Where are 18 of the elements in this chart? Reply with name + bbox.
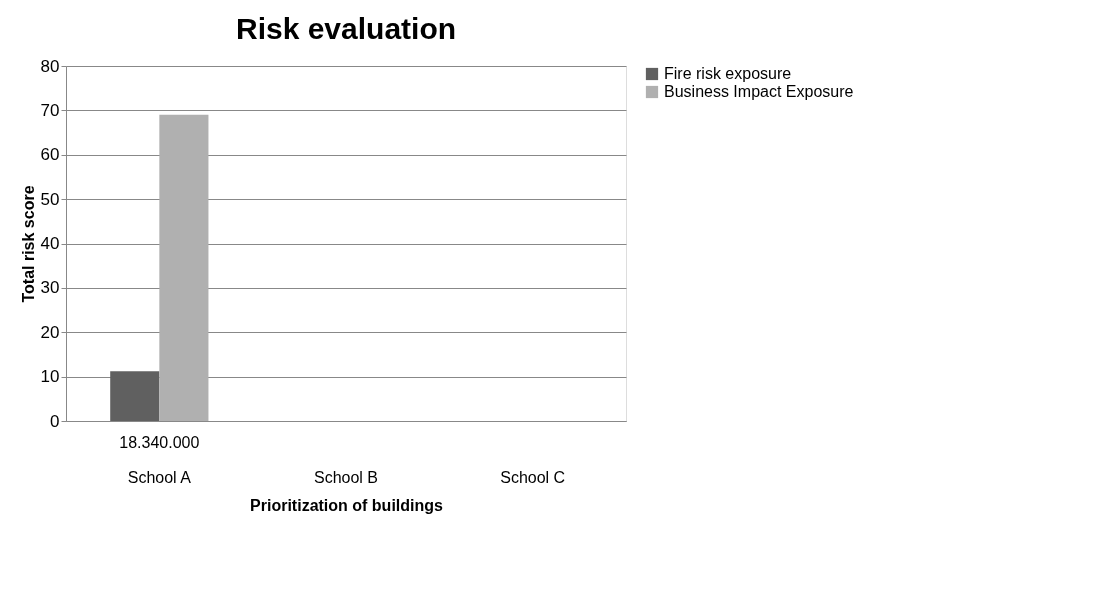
y-tick-label: 80	[40, 56, 60, 76]
text: 18.340.000	[119, 434, 200, 451]
chart-title: Risk evaluation	[235, 12, 457, 45]
legend-label: Business Impact Exposure	[664, 83, 854, 100]
x-tick-label: School A	[127, 468, 192, 486]
legend-label: Fire risk exposure	[664, 65, 792, 82]
x-axis-title: Prioritization of buildings	[250, 496, 444, 514]
x-tick-label: School C	[500, 468, 566, 486]
y-tick-label: 60	[40, 145, 60, 165]
y-tick-label: 0	[50, 411, 60, 431]
y-tick-label: 40	[40, 234, 60, 253]
y-tick-label: 70	[40, 100, 60, 120]
y-tick-label: 10	[40, 367, 60, 387]
y-tick-label: 20	[40, 322, 60, 342]
y-axis-title: Total risk score	[19, 185, 37, 303]
x-tick-label: School B	[313, 468, 379, 486]
y-tick-label: 30	[40, 278, 60, 298]
y-tick-label: 50	[40, 189, 60, 209]
